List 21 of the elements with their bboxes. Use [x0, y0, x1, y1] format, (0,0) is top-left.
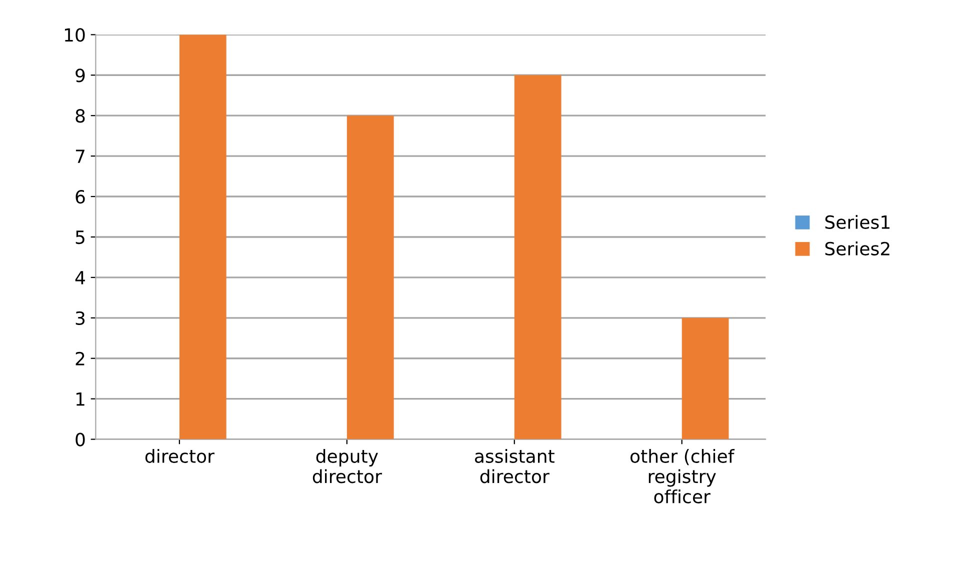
y-tick-label: 3	[76, 311, 85, 326]
y-tick-label: 1	[76, 392, 84, 406]
y-tick-label: 4	[75, 271, 85, 284]
x-tick-label: deputy director	[312, 449, 382, 484]
x-tick-label: director	[145, 449, 214, 463]
y-tick-label: 9	[76, 68, 85, 82]
bar	[179, 34, 226, 440]
y-tick-label: 10	[64, 28, 85, 42]
y-tick-label: 5	[76, 230, 84, 244]
legend-label: Series1	[825, 214, 890, 229]
y-tick-label: 2	[76, 352, 84, 366]
bar	[682, 318, 729, 440]
y-tick-label: 0	[76, 432, 85, 446]
y-tick-label: 7	[76, 150, 84, 163]
x-tick-label: other (chief registry officer	[630, 449, 735, 504]
x-tick-label: assistant director	[474, 449, 554, 484]
y-tick-label: 6	[76, 190, 85, 204]
legend-label: Series2	[825, 241, 890, 256]
y-tick-label: 8	[76, 109, 85, 123]
bar	[514, 75, 562, 440]
bar	[346, 116, 394, 440]
